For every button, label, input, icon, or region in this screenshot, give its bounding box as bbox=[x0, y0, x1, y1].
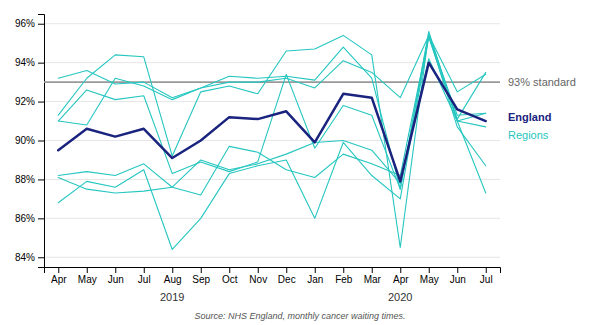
y-tick: 92% bbox=[15, 96, 44, 107]
y-tick-mark bbox=[38, 141, 44, 142]
x-tick: Oct bbox=[222, 267, 238, 285]
y-tick-label: 96% bbox=[15, 18, 35, 29]
x-tick: Nov bbox=[249, 267, 267, 285]
chart-container: 84% 86% 88% 90% 92% 94% 96% Apr May Jun Jul Aug Sep O… bbox=[0, 0, 600, 325]
grid-line bbox=[44, 179, 500, 180]
series-line bbox=[58, 35, 486, 189]
x-tick-label: Jul bbox=[480, 274, 493, 285]
x-tick: Feb bbox=[335, 267, 353, 285]
series-line-main bbox=[58, 63, 486, 182]
x-tick: Sep bbox=[192, 267, 210, 285]
y-tick: 86% bbox=[15, 213, 44, 224]
x-tick: Jan bbox=[307, 267, 323, 285]
year-label: 2020 bbox=[388, 291, 412, 303]
grid-line bbox=[44, 23, 500, 24]
x-tick: May bbox=[420, 267, 439, 285]
y-tick: 84% bbox=[15, 252, 44, 263]
x-tick-mark bbox=[229, 267, 230, 273]
y-tick-label: 92% bbox=[15, 96, 35, 107]
x-tick-label: Dec bbox=[278, 274, 296, 285]
grid-line bbox=[44, 218, 500, 219]
series-line bbox=[58, 33, 486, 247]
y-tick-mark bbox=[38, 24, 44, 25]
x-tick-label: Jul bbox=[138, 274, 151, 285]
x-tick: Jul bbox=[138, 267, 151, 285]
reference-label: 93% standard bbox=[508, 76, 576, 88]
year-label: 2019 bbox=[160, 291, 184, 303]
y-tick-label: 84% bbox=[15, 252, 35, 263]
y-tick-label: 90% bbox=[15, 135, 35, 146]
x-tick-label: Jan bbox=[307, 274, 323, 285]
y-axis: 84% 86% 88% 90% 92% 94% 96% bbox=[15, 15, 45, 268]
x-tick: Mar bbox=[364, 267, 382, 285]
chart-svg: 84% 86% 88% 90% 92% 94% 96% Apr May Jun Jul Aug Sep O… bbox=[0, 0, 600, 325]
grid-line bbox=[44, 62, 500, 63]
x-tick: Jul bbox=[480, 267, 493, 285]
x-tick-mark bbox=[258, 267, 259, 273]
x-tick-label: Jun bbox=[450, 274, 466, 285]
y-tick-label: 86% bbox=[15, 213, 35, 224]
grid-line bbox=[44, 257, 500, 258]
y-tick-mark bbox=[38, 102, 44, 103]
x-tick: Jun bbox=[108, 267, 124, 285]
series-label: England bbox=[508, 111, 551, 123]
plot-area: 84% 86% 88% 90% 92% 94% 96% Apr May Jun Jul Aug Sep O… bbox=[15, 15, 576, 304]
x-tick-label: Nov bbox=[249, 274, 267, 285]
x-tick-label: Mar bbox=[364, 274, 382, 285]
x-tick-label: May bbox=[78, 274, 97, 285]
x-tick: Apr bbox=[393, 267, 409, 285]
x-axis: Apr May Jun Jul Aug Sep Oct Nov Dec Jan Feb Mar Apr M… bbox=[45, 267, 501, 285]
x-axis-line bbox=[45, 268, 501, 274]
x-tick-mark bbox=[115, 267, 116, 273]
x-tick: Apr bbox=[51, 267, 67, 285]
x-tick-label: Aug bbox=[164, 274, 182, 285]
y-tick-mark bbox=[38, 257, 44, 258]
x-tick-label: May bbox=[420, 274, 439, 285]
y-tick: 96% bbox=[15, 18, 44, 29]
x-tick: Dec bbox=[278, 267, 296, 285]
y-tick-label: 88% bbox=[15, 174, 35, 185]
grid bbox=[44, 24, 500, 258]
x-tick-mark bbox=[201, 267, 202, 273]
x-tick-label: Apr bbox=[51, 274, 67, 285]
annotations: 93% standard England Regions bbox=[508, 76, 576, 141]
x-tick-mark bbox=[343, 267, 344, 273]
y-axis-line bbox=[38, 15, 45, 268]
x-tick: Aug bbox=[164, 267, 182, 285]
x-tick-mark bbox=[87, 267, 88, 273]
x-tick-label: Apr bbox=[393, 274, 409, 285]
series-line bbox=[58, 35, 486, 195]
x-tick-mark bbox=[286, 267, 287, 273]
x-tick-mark bbox=[486, 267, 487, 273]
y-tick: 94% bbox=[15, 57, 44, 68]
x-tick-mark bbox=[172, 267, 173, 273]
x-tick-label: Sep bbox=[192, 274, 210, 285]
x-tick-label: Feb bbox=[335, 274, 353, 285]
y-tick-mark bbox=[38, 179, 44, 180]
x-tick-mark bbox=[144, 267, 145, 273]
x-tick-mark bbox=[372, 267, 373, 273]
data-group bbox=[44, 32, 500, 250]
x-tick-mark bbox=[400, 267, 401, 273]
x-tick-mark bbox=[315, 267, 316, 273]
x-tick-label: Jun bbox=[108, 274, 124, 285]
y-tick: 88% bbox=[15, 174, 44, 185]
y-tick: 90% bbox=[15, 135, 44, 146]
x-tick: May bbox=[78, 267, 97, 285]
x-tick-mark bbox=[429, 267, 430, 273]
y-tick-label: 94% bbox=[15, 57, 35, 68]
grid-line bbox=[44, 101, 500, 102]
x-tick: Jun bbox=[450, 267, 466, 285]
x-tick-mark bbox=[457, 267, 458, 273]
source-text: Source: NHS England, monthly cancer wait… bbox=[194, 311, 405, 321]
y-tick-mark bbox=[38, 218, 44, 219]
x-tick-mark bbox=[58, 267, 59, 273]
y-tick-mark bbox=[38, 63, 44, 64]
annotation: Regions bbox=[508, 129, 549, 141]
x-tick-label: Oct bbox=[222, 274, 238, 285]
grid-line bbox=[44, 140, 500, 141]
